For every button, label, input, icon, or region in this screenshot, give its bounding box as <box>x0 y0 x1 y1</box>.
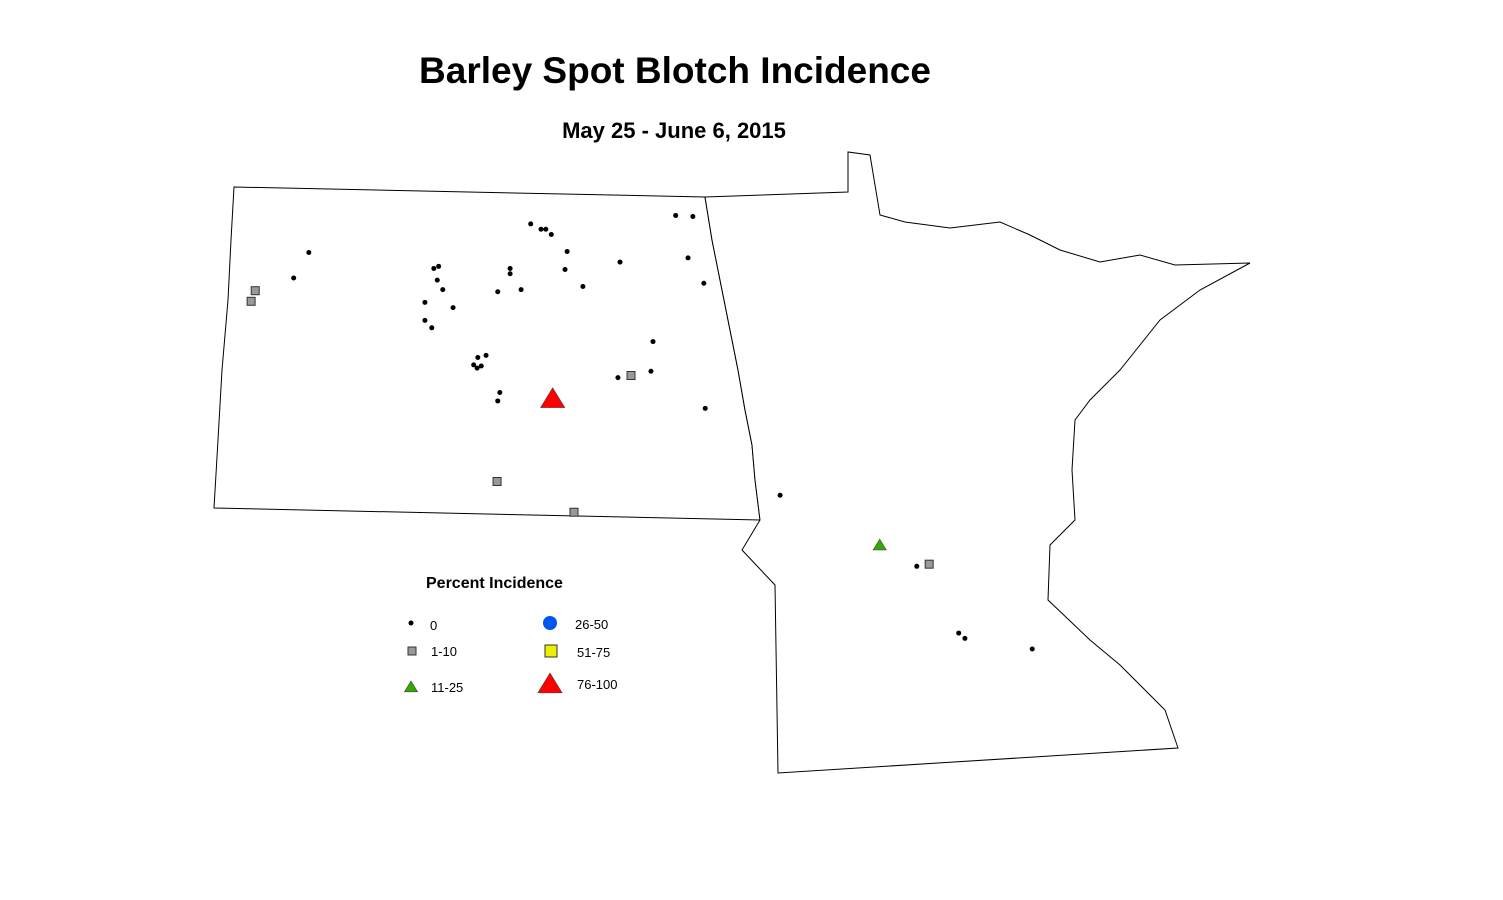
observation-marker-0 <box>291 275 297 281</box>
observation-marker-0 <box>436 263 442 269</box>
observation-marker-1-10 <box>492 477 502 486</box>
legend-label-0: 0 <box>430 618 438 633</box>
observation-marker-0 <box>422 299 428 305</box>
observation-marker-0 <box>497 389 503 395</box>
legend-symbol-0 <box>408 620 414 626</box>
observation-marker-0 <box>471 362 477 368</box>
legend-symbol-76-100 <box>537 672 563 694</box>
legend-symbol-11-25 <box>403 680 419 693</box>
observation-marker-0 <box>450 305 456 311</box>
observation-marker-1-10 <box>626 371 636 380</box>
observation-marker-0 <box>956 630 962 636</box>
observation-marker-0 <box>777 492 783 498</box>
observation-marker-0 <box>429 325 435 331</box>
observation-marker-0 <box>543 226 549 232</box>
observation-marker-0 <box>538 226 544 232</box>
observation-marker-0 <box>1029 646 1035 652</box>
observation-marker-0 <box>422 317 428 323</box>
observation-marker-0 <box>431 265 437 271</box>
observation-marker-0 <box>690 214 696 219</box>
observation-marker-0 <box>650 339 656 345</box>
observation-marker-0 <box>478 363 484 369</box>
map-title: Barley Spot Blotch Incidence <box>419 50 931 91</box>
observation-marker-0 <box>548 232 554 238</box>
observation-marker-1-10 <box>246 296 256 306</box>
observation-marker-1-10 <box>250 286 260 296</box>
minnesota-outline <box>704 151 1251 774</box>
legend-title: Percent Incidence <box>426 575 563 592</box>
observation-marker-11-25 <box>872 538 887 551</box>
observation-marker-0 <box>518 287 524 293</box>
observation-marker-0 <box>440 287 446 293</box>
observation-marker-0 <box>475 354 481 360</box>
observation-marker-0 <box>474 365 480 371</box>
observation-marker-0 <box>495 289 501 295</box>
observation-marker-0 <box>507 271 513 277</box>
legend-label-51-75: 51-75 <box>577 645 611 660</box>
legend-label-11-25: 11-25 <box>431 680 464 695</box>
map-subtitle: May 25 - June 6, 2015 <box>562 118 786 143</box>
observation-marker-0 <box>685 255 691 261</box>
observation-marker-0 <box>528 221 534 227</box>
legend-symbol-1-10 <box>407 646 417 656</box>
observation-marker-0 <box>673 212 679 218</box>
legend-label-76-100: 76-100 <box>577 677 618 692</box>
observation-marker-0 <box>306 250 312 256</box>
observation-marker-0 <box>434 277 440 283</box>
observation-marker-0 <box>564 248 570 254</box>
observation-marker-0 <box>495 398 501 404</box>
legend-label-1-10: 1-10 <box>431 644 458 659</box>
observation-marker-1-10 <box>569 507 579 517</box>
observation-marker-76-100 <box>540 387 566 408</box>
observation-marker-0 <box>580 283 586 289</box>
legend-symbol-26-50 <box>543 616 557 630</box>
observation-marker-0 <box>702 405 708 411</box>
observation-marker-1-10 <box>924 559 934 569</box>
observation-marker-0 <box>617 259 623 265</box>
observation-marker-0 <box>962 635 968 641</box>
observation-marker-0 <box>701 280 707 286</box>
observation-marker-0 <box>483 352 489 358</box>
observation-marker-0 <box>648 368 654 374</box>
observation-marker-0 <box>914 563 920 569</box>
legend-label-26-50: 26-50 <box>575 617 609 632</box>
observation-marker-0 <box>615 375 621 381</box>
observation-marker-0 <box>562 267 568 272</box>
observation-marker-0 <box>507 265 513 271</box>
legend-symbol-51-75 <box>544 644 558 658</box>
